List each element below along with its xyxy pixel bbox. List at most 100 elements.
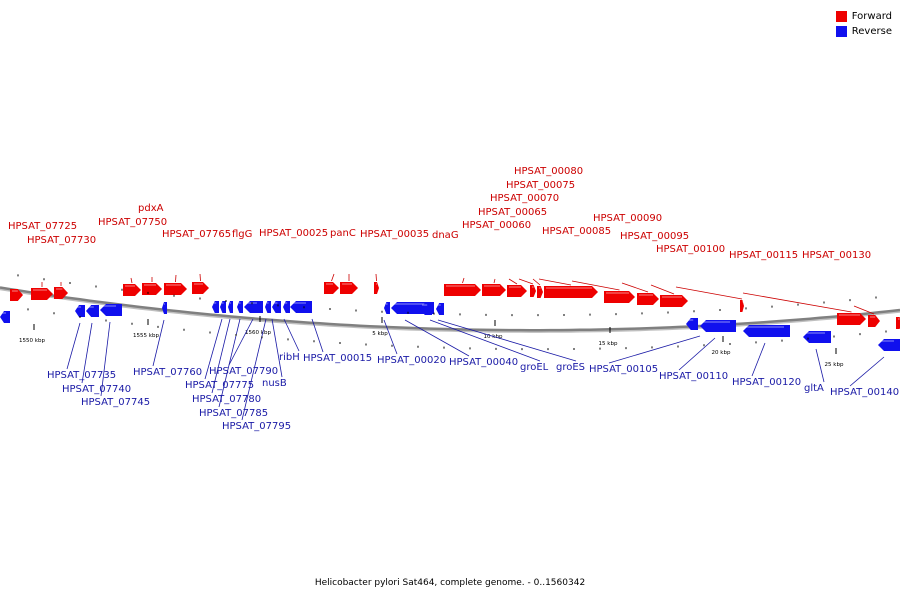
forward-gene[interactable]: [324, 282, 339, 294]
reverse-gene-label: HPSAT_07790: [209, 366, 278, 377]
leader-line: [211, 318, 231, 394]
leader-line: [404, 319, 470, 357]
leader-line: [538, 278, 572, 286]
leader-line: [571, 280, 620, 291]
forward-gene[interactable]: [660, 295, 688, 307]
reverse-gene[interactable]: [420, 303, 432, 315]
reverse-gene[interactable]: [803, 331, 831, 343]
reverse-gene-label: HPSAT_07740: [62, 384, 131, 395]
leader-line: [815, 348, 825, 383]
leader-line: [66, 322, 81, 370]
reverse-gene[interactable]: [0, 311, 10, 323]
leader-line: [437, 319, 577, 362]
forward-gene[interactable]: [123, 284, 141, 296]
reverse-gene-label: HPSAT_07735: [47, 370, 116, 381]
ruler-label: 1560 kbp: [245, 330, 271, 336]
forward-gene[interactable]: [544, 286, 598, 298]
forward-gene[interactable]: [604, 291, 635, 303]
leader-line: [383, 319, 398, 355]
leader-line: [678, 337, 716, 371]
ruler-label: 10 kbp: [484, 334, 503, 340]
reverse-gene-label: nusB: [262, 378, 287, 389]
legend-reverse-swatch: [835, 26, 847, 37]
forward-gene[interactable]: [10, 289, 23, 301]
reverse-gene[interactable]: [86, 305, 99, 317]
leader-line: [853, 305, 875, 315]
leader-line: [608, 335, 701, 364]
forward-gene[interactable]: [142, 283, 162, 295]
reverse-gene[interactable]: [700, 320, 736, 332]
reverse-gene-label: ribH: [279, 352, 300, 363]
ruler-label: 1555 kbp: [133, 333, 159, 339]
forward-gene[interactable]: [868, 315, 880, 327]
reverse-gene-label: HPSAT_00140: [830, 387, 899, 398]
leader-line: [508, 278, 518, 285]
reverse-gene[interactable]: [290, 301, 312, 313]
forward-gene-label: HPSAT_07750: [98, 217, 167, 228]
reverse-gene-label: HPSAT_00120: [732, 377, 801, 388]
reverse-gene[interactable]: [878, 339, 900, 351]
forward-gene[interactable]: [837, 313, 866, 325]
reverse-gene[interactable]: [272, 301, 281, 313]
forward-gene[interactable]: [507, 285, 527, 297]
forward-gene-label: HPSAT_00095: [620, 231, 689, 242]
ruler-label: 1550 kbp: [19, 338, 45, 344]
forward-gene[interactable]: [482, 284, 506, 296]
ruler-label: 20 kbp: [712, 350, 731, 356]
reverse-gene[interactable]: [384, 302, 390, 314]
reverse-gene[interactable]: [220, 301, 226, 313]
forward-gene[interactable]: [374, 282, 379, 294]
forward-gene[interactable]: [530, 285, 536, 297]
ruler-label: 15 kbp: [599, 341, 618, 347]
leader-line: [241, 318, 267, 421]
reverse-gene[interactable]: [162, 302, 167, 314]
leader-line: [675, 286, 743, 300]
reverse-gene[interactable]: [237, 301, 243, 313]
reverse-gene[interactable]: [244, 301, 263, 313]
leader-line: [199, 273, 201, 282]
reverse-gene-label: gltA: [804, 383, 824, 394]
forward-gene-label: HPSAT_00115: [729, 250, 798, 261]
forward-gene[interactable]: [54, 287, 68, 299]
reverse-gene-label: HPSAT_07785: [199, 408, 268, 419]
reverse-gene[interactable]: [212, 301, 219, 313]
reverse-gene[interactable]: [686, 318, 698, 330]
leader-line: [311, 318, 324, 353]
leader-line: [81, 322, 93, 384]
forward-gene[interactable]: [444, 284, 481, 296]
forward-gene-label: HPSAT_00085: [542, 226, 611, 237]
reverse-gene-label: HPSAT_07795: [222, 421, 291, 432]
leader-line: [175, 274, 177, 283]
ruler-label: 25 kbp: [825, 362, 844, 368]
reverse-gene[interactable]: [265, 301, 271, 313]
forward-gene[interactable]: [740, 300, 744, 312]
forward-gene[interactable]: [637, 293, 659, 305]
forward-gene[interactable]: [192, 282, 209, 294]
legend-forward-label: Forward: [851, 11, 892, 22]
reverse-gene[interactable]: [75, 305, 85, 317]
forward-gene-label: HPSAT_00130: [802, 250, 871, 261]
forward-gene[interactable]: [164, 283, 187, 295]
leader-line: [429, 319, 541, 362]
leader-line: [849, 356, 885, 387]
reverse-gene[interactable]: [283, 301, 290, 313]
leader-line: [130, 277, 133, 284]
reverse-gene[interactable]: [100, 304, 122, 316]
forward-gene-label: HPSAT_00025: [259, 228, 328, 239]
forward-gene-label: HPSAT_07765: [162, 229, 231, 240]
forward-gene[interactable]: [896, 317, 900, 329]
reverse-gene-label: HPSAT_00015: [303, 353, 372, 364]
reverse-gene-label: groES: [556, 362, 585, 373]
legend: Forward Reverse: [835, 9, 892, 39]
reverse-gene-label: HPSAT_00040: [449, 357, 518, 368]
forward-gene[interactable]: [537, 286, 543, 298]
reverse-gene[interactable]: [436, 303, 444, 315]
forward-gene-label: HPSAT_00070: [490, 193, 559, 204]
reverse-gene[interactable]: [228, 301, 233, 313]
legend-forward-swatch: [835, 11, 847, 22]
forward-gene-label: HPSAT_00080: [514, 166, 583, 177]
reverse-gene[interactable]: [743, 325, 790, 337]
forward-gene[interactable]: [340, 282, 358, 294]
forward-gene[interactable]: [31, 288, 53, 300]
